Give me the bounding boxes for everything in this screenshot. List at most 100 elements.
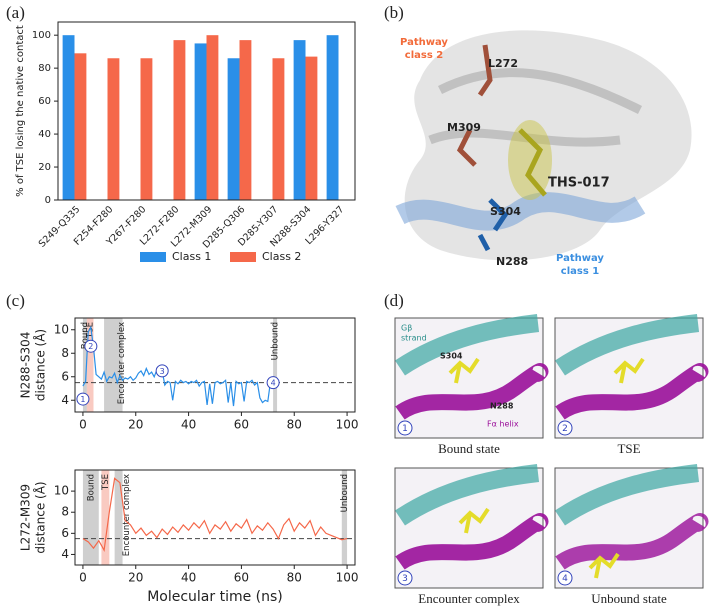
region-label: Bound (86, 474, 96, 501)
ligand (613, 357, 645, 384)
beta-strand (555, 314, 700, 376)
snapshot-number-label: 1 (402, 424, 408, 434)
state-marker (76, 392, 90, 406)
x-tick-label: 100 (336, 418, 359, 432)
axes-frame (57, 21, 356, 201)
axes-frame (74, 317, 356, 413)
bar (272, 58, 285, 200)
snapshot-number-label: 4 (562, 574, 568, 584)
bar (239, 40, 252, 200)
bar (326, 35, 339, 201)
beta-strand (395, 464, 540, 526)
legend-label: Class 2 (262, 250, 301, 263)
y-tick-label: 4 (61, 393, 69, 407)
x-tick-label: 20 (128, 418, 143, 432)
region-label: Encounter complex (122, 474, 132, 556)
snapshot-caption: TSE (617, 441, 640, 456)
snapshot-label: S304 (440, 352, 463, 361)
x-tick-label: 80 (287, 418, 302, 432)
ligand (588, 552, 620, 579)
bar (194, 43, 207, 200)
x-tick-label: 100 (336, 571, 359, 585)
snapshot-number (557, 420, 573, 436)
bar (293, 40, 306, 200)
bar (173, 40, 186, 200)
pathway-label: class 1 (561, 266, 599, 277)
bar (227, 58, 240, 200)
x-tick-label: 40 (181, 418, 196, 432)
snapshot-number (557, 570, 573, 586)
y-tick-label: 40 (38, 129, 51, 140)
pathway-label: class 2 (405, 50, 443, 61)
snapshot-caption: Bound state (438, 441, 500, 456)
legend-swatch (140, 252, 166, 262)
x-axis-label: Molecular time (ns) (147, 589, 283, 605)
region-label: Unbound (271, 322, 281, 360)
y-tick-label: 80 (38, 63, 51, 74)
y-tick-label: 10 (54, 484, 69, 498)
snapshot-label: N288 (490, 402, 514, 411)
bar (140, 58, 153, 200)
panel-label: (c) (6, 291, 25, 310)
pathway-label: Pathway (400, 37, 448, 48)
y-tick-label: 100 (32, 30, 51, 41)
data-line (82, 477, 348, 553)
x-tick-label: 0 (79, 418, 87, 432)
state-marker (84, 339, 98, 353)
snapshot-number-label: 2 (562, 424, 568, 434)
ligand (448, 357, 480, 384)
residue-label: M309 (447, 121, 481, 134)
y-tick-label: 10 (54, 322, 69, 336)
bar (206, 35, 219, 201)
y-tick-label: 20 (38, 162, 51, 173)
state-marker (155, 364, 169, 378)
protein-structure (395, 30, 692, 261)
snapshot-label: strand (401, 334, 427, 343)
y-tick-label: 8 (61, 346, 69, 360)
x-tick-label: 80 (287, 571, 302, 585)
pathway-label: Pathway (556, 253, 604, 264)
legend-label: Class 1 (172, 250, 211, 263)
snapshot-number-label: 3 (402, 574, 408, 584)
residue-label: N288 (496, 255, 528, 268)
y-tick-label: 6 (61, 526, 69, 540)
region-label: TSE (101, 474, 111, 491)
y-axis-label: distance (Å) (33, 481, 48, 553)
beta-strand (555, 464, 700, 526)
state-marker-label: 1 (80, 395, 85, 404)
residue-label: S304 (490, 205, 521, 218)
snapshot-number (397, 570, 413, 586)
y-tick-label: 4 (61, 547, 69, 561)
x-tick-label: 0 (79, 571, 87, 585)
snapshot-caption: Unbound state (591, 591, 667, 606)
y-tick-label: 0 (45, 195, 51, 206)
bar (62, 35, 75, 201)
bar (74, 53, 87, 200)
beta-strand (395, 314, 540, 376)
axes-frame (74, 469, 356, 566)
ligand (458, 507, 490, 534)
region (341, 470, 348, 565)
y-tick-label: 6 (61, 369, 69, 383)
region (104, 318, 123, 412)
region (82, 318, 87, 412)
y-tick-label: 8 (61, 505, 69, 519)
snapshot-label: Gβ (401, 324, 412, 333)
state-marker-label: 4 (271, 379, 276, 388)
x-tick-label: 60 (234, 418, 249, 432)
residue-label: L272 (488, 57, 518, 70)
snapshot-number (397, 420, 413, 436)
region-label: Encounter complex (117, 322, 127, 404)
ligand-label: THS-017 (548, 176, 610, 191)
x-tick-label: 20 (128, 571, 143, 585)
panel-label: (a) (6, 3, 25, 22)
region-label: Bound (80, 322, 90, 349)
region (86, 318, 94, 412)
y-axis-label: % of TSE losing the native contact (15, 25, 26, 197)
snapshot-label: Fα helix (487, 420, 519, 429)
state-marker-label: 3 (160, 367, 165, 376)
data-line (82, 325, 274, 407)
y-axis-label: distance (Å) (33, 329, 48, 401)
panel-label: (b) (384, 3, 404, 22)
